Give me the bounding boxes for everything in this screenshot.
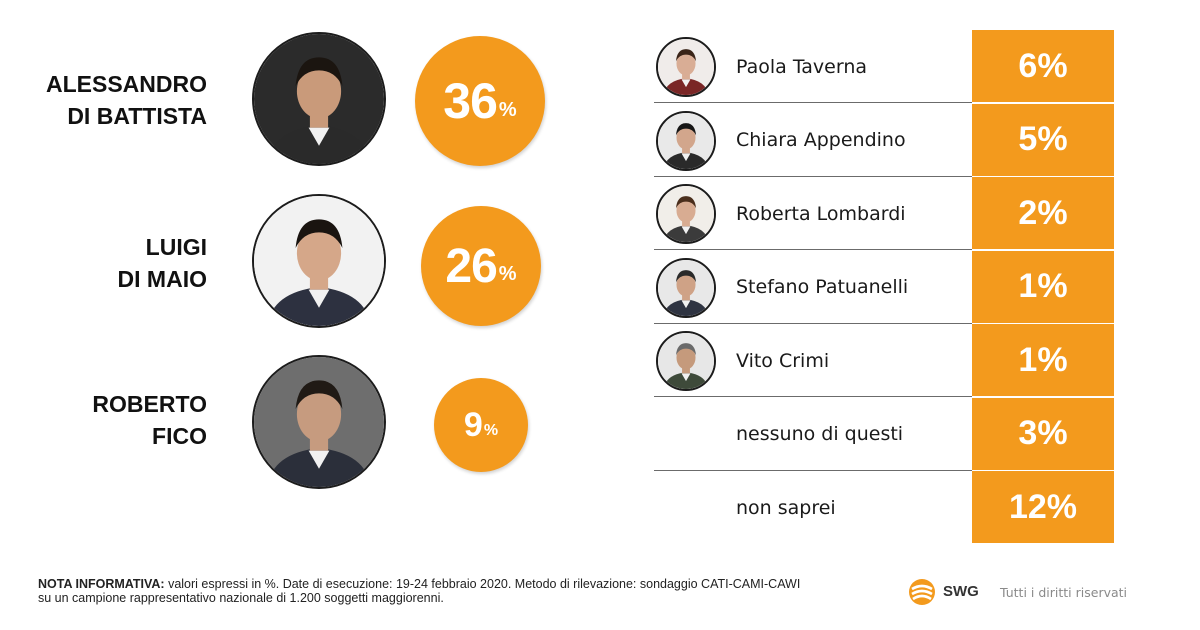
percentage-value: 36 [443, 73, 498, 129]
candidate-name-line1: ALESSANDRO [45, 71, 207, 97]
row-divider [654, 175, 972, 177]
percentage-circle: 26% [421, 206, 541, 326]
table-row: Paola Taverna 6% [654, 30, 1114, 103]
candidate-row: ALESSANDRO DI BATTISTA [0, 30, 600, 170]
row-divider [654, 396, 972, 397]
row-value: 1% [972, 250, 1114, 323]
row-divider [654, 102, 972, 103]
rights-text: Tutti i diritti riservati [1000, 585, 1128, 600]
swg-logo-icon [909, 579, 935, 605]
portrait-icon [252, 355, 386, 489]
table-row: nessuno di questi 3% [654, 397, 1114, 471]
footnote: NOTA INFORMATIVA: valori espressi in %. … [38, 577, 898, 605]
row-value: 12% [972, 471, 1114, 543]
table-row: Stefano Patuanelli 1% [654, 250, 1114, 324]
candidate-name-line2: FICO [152, 423, 207, 449]
row-label: Stefano Patuanelli [736, 276, 909, 298]
row-value: 2% [972, 177, 1114, 249]
footnote-label: NOTA INFORMATIVA: [38, 577, 165, 591]
row-label: Paola Taverna [736, 55, 868, 78]
table-row: Roberta Lombardi 2% [654, 177, 1114, 250]
table-row: Vito Crimi 1% [654, 324, 1114, 397]
row-label: nessuno di questi [736, 423, 904, 445]
footnote-text-line2: su un campione rappresentativo nazionale… [38, 591, 444, 605]
row-divider [654, 469, 972, 471]
portrait-icon [252, 32, 386, 166]
candidate-name: ROBERTO FICO [92, 388, 207, 452]
portrait-icon [656, 37, 716, 97]
candidate-name-line2: DI BATTISTA [67, 103, 207, 129]
portrait-icon [656, 331, 716, 391]
portrait-icon [656, 257, 716, 318]
candidate-row: ROBERTO FICO [0, 350, 600, 490]
portrait-icon [252, 194, 386, 328]
portrait-icon [656, 110, 716, 171]
row-label: Roberta Lombardi [736, 202, 906, 225]
candidate-row: LUIGI DI MAIO [0, 193, 600, 333]
percentage-circle: 9% [434, 378, 528, 472]
table-row: non saprei 12% [654, 471, 1114, 544]
percent-sign: % [483, 422, 499, 440]
table-row: Chiara Appendino 5% [654, 103, 1114, 177]
candidate-name-line1: LUIGI [145, 234, 207, 260]
row-divider [654, 249, 972, 250]
row-value: 6% [972, 30, 1114, 102]
row-value: 1% [972, 324, 1114, 396]
row-value: 3% [972, 397, 1114, 470]
logo-text: SWG [943, 583, 979, 600]
row-label: non saprei [736, 496, 836, 519]
footnote-text: valori espressi in %. Date di esecuzione… [164, 577, 801, 591]
candidate-name: LUIGI DI MAIO [118, 231, 207, 295]
candidate-name: ALESSANDRO DI BATTISTA [46, 68, 207, 132]
candidate-name-line2: DI MAIO [117, 266, 207, 292]
row-value: 5% [972, 103, 1114, 176]
row-label: Chiara Appendino [736, 129, 906, 151]
candidate-name-line1: ROBERTO [92, 391, 207, 417]
portrait-icon [656, 184, 716, 244]
row-label: Vito Crimi [736, 349, 830, 372]
row-divider [654, 322, 972, 324]
percentage-value: 26 [445, 239, 497, 293]
percent-sign: % [498, 263, 517, 286]
percent-sign: % [498, 98, 517, 121]
percentage-value: 9 [463, 405, 483, 444]
percentage-circle: 36% [415, 36, 545, 166]
